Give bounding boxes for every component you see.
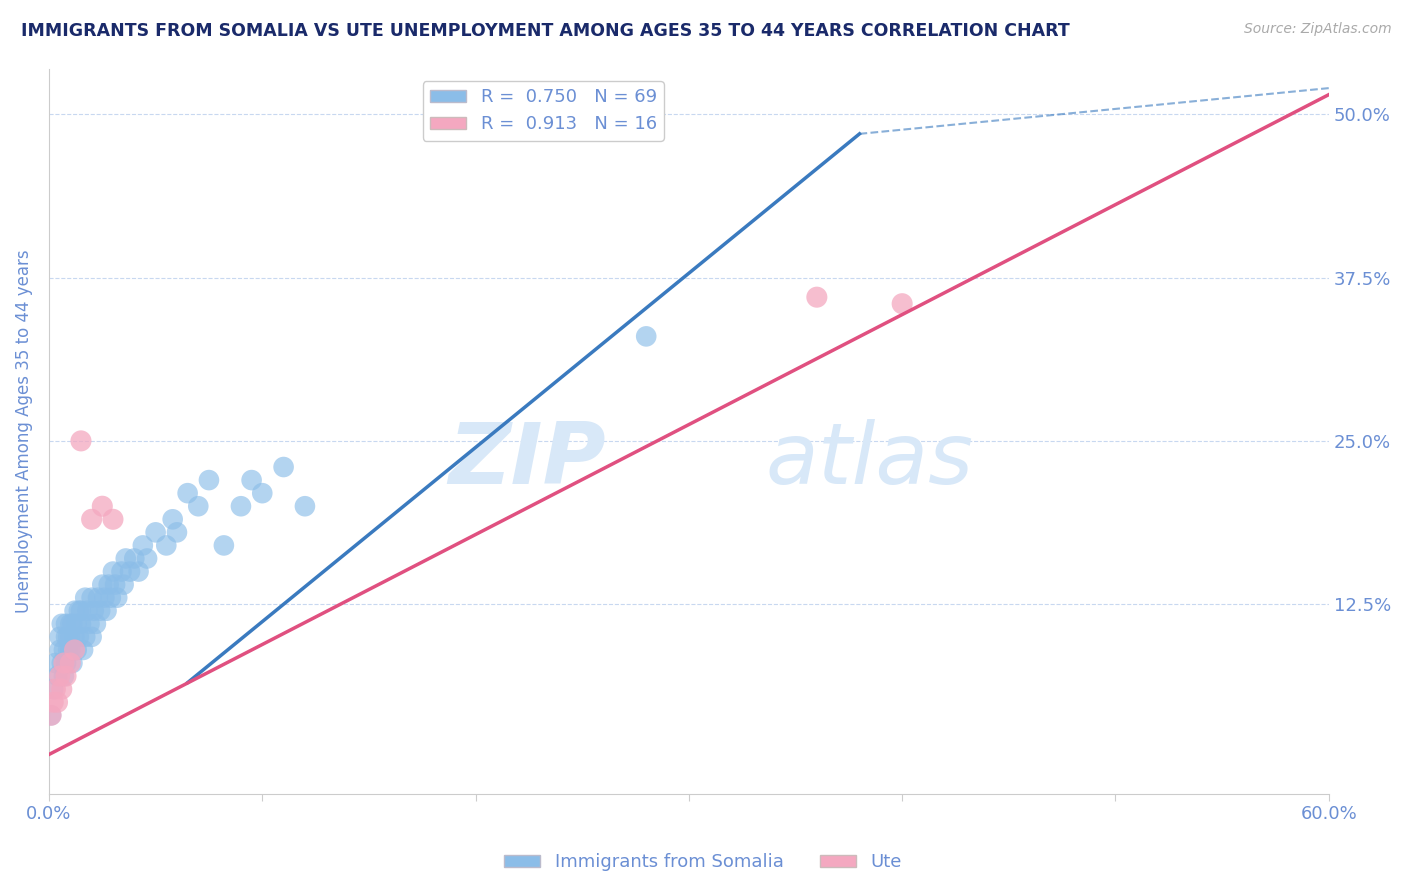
Legend: R =  0.750   N = 69, R =  0.913   N = 16: R = 0.750 N = 69, R = 0.913 N = 16 bbox=[423, 81, 664, 141]
Point bbox=[87, 591, 110, 605]
Point bbox=[145, 525, 167, 540]
Point bbox=[62, 616, 84, 631]
Point bbox=[67, 604, 90, 618]
Point bbox=[101, 565, 124, 579]
Point bbox=[44, 682, 66, 697]
Point bbox=[51, 682, 73, 697]
Point bbox=[70, 604, 93, 618]
Point bbox=[48, 643, 70, 657]
Point bbox=[198, 473, 221, 487]
Point bbox=[79, 616, 101, 631]
Point bbox=[66, 643, 89, 657]
Text: ZIP: ZIP bbox=[449, 418, 606, 501]
Point bbox=[39, 708, 62, 723]
Point bbox=[51, 656, 73, 670]
Point bbox=[62, 656, 84, 670]
Point bbox=[59, 616, 82, 631]
Point bbox=[176, 486, 198, 500]
Text: Source: ZipAtlas.com: Source: ZipAtlas.com bbox=[1244, 22, 1392, 37]
Point bbox=[59, 630, 82, 644]
Point bbox=[89, 604, 111, 618]
Point bbox=[101, 512, 124, 526]
Point bbox=[80, 591, 103, 605]
Point bbox=[63, 643, 86, 657]
Point bbox=[84, 616, 107, 631]
Point bbox=[100, 591, 122, 605]
Point bbox=[51, 616, 73, 631]
Point bbox=[112, 577, 135, 591]
Point bbox=[55, 630, 77, 644]
Point bbox=[240, 473, 263, 487]
Point bbox=[48, 669, 70, 683]
Point bbox=[75, 591, 97, 605]
Point bbox=[187, 500, 209, 514]
Point bbox=[70, 434, 93, 448]
Point bbox=[83, 604, 105, 618]
Point bbox=[128, 565, 150, 579]
Point bbox=[91, 577, 114, 591]
Point bbox=[124, 551, 146, 566]
Point bbox=[72, 643, 94, 657]
Point bbox=[212, 538, 235, 552]
Point bbox=[42, 695, 65, 709]
Point bbox=[55, 616, 77, 631]
Point bbox=[294, 500, 316, 514]
Point bbox=[105, 591, 128, 605]
Point bbox=[91, 500, 114, 514]
Point bbox=[48, 630, 70, 644]
Point bbox=[52, 669, 75, 683]
Point bbox=[66, 616, 89, 631]
Point bbox=[104, 577, 127, 591]
Point bbox=[75, 630, 97, 644]
Point bbox=[891, 296, 914, 310]
Point bbox=[80, 512, 103, 526]
Point bbox=[806, 290, 828, 304]
Point bbox=[63, 630, 86, 644]
Point bbox=[229, 500, 252, 514]
Point bbox=[46, 695, 69, 709]
Point bbox=[46, 669, 69, 683]
Point bbox=[118, 565, 141, 579]
Point bbox=[56, 630, 79, 644]
Text: IMMIGRANTS FROM SOMALIA VS UTE UNEMPLOYMENT AMONG AGES 35 TO 44 YEARS CORRELATIO: IMMIGRANTS FROM SOMALIA VS UTE UNEMPLOYM… bbox=[21, 22, 1070, 40]
Point bbox=[52, 656, 75, 670]
Point bbox=[44, 656, 66, 670]
Point bbox=[42, 682, 65, 697]
Point bbox=[93, 591, 115, 605]
Point bbox=[55, 669, 77, 683]
Point bbox=[55, 656, 77, 670]
Point bbox=[52, 643, 75, 657]
Point bbox=[56, 643, 79, 657]
Point bbox=[76, 604, 98, 618]
Point bbox=[136, 551, 159, 566]
Point bbox=[636, 329, 658, 343]
Y-axis label: Unemployment Among Ages 35 to 44 years: Unemployment Among Ages 35 to 44 years bbox=[15, 249, 32, 613]
Point bbox=[63, 604, 86, 618]
Point bbox=[39, 708, 62, 723]
Point bbox=[162, 512, 184, 526]
Point bbox=[59, 656, 82, 670]
Point bbox=[67, 630, 90, 644]
Point bbox=[166, 525, 188, 540]
Point bbox=[114, 551, 136, 566]
Point bbox=[155, 538, 177, 552]
Point bbox=[110, 565, 132, 579]
Point bbox=[96, 604, 118, 618]
Point bbox=[273, 460, 295, 475]
Point bbox=[80, 630, 103, 644]
Point bbox=[97, 577, 120, 591]
Point bbox=[70, 616, 93, 631]
Text: atlas: atlas bbox=[766, 418, 974, 501]
Point bbox=[59, 643, 82, 657]
Legend: Immigrants from Somalia, Ute: Immigrants from Somalia, Ute bbox=[498, 847, 908, 879]
Point bbox=[252, 486, 274, 500]
Point bbox=[132, 538, 155, 552]
